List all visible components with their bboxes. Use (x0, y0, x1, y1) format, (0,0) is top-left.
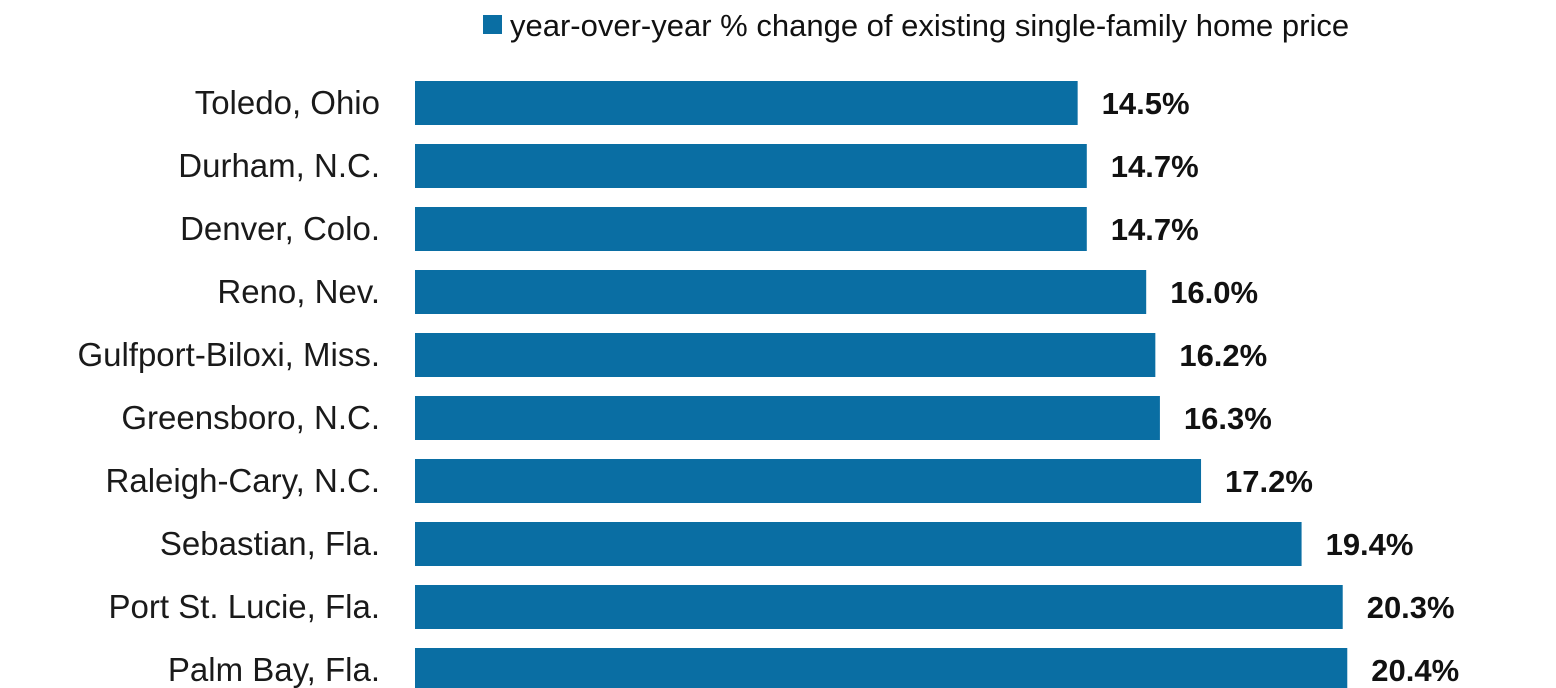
value-labels: 14.5% 14.7% 14.7% 16.0% 16.2% 16.3% 17.2% 19.4%… (1102, 86, 1460, 688)
value-label: 14.7% (1111, 149, 1199, 184)
chart-legend: year-over-year % change of existing sing… (483, 8, 1349, 43)
category-label: Gulfport-Biloxi, Miss. (77, 336, 380, 373)
category-label: Greensboro, N.C. (121, 399, 380, 436)
bar (415, 459, 1202, 503)
category-label: Reno, Nev. (217, 273, 380, 310)
value-label: 20.3% (1367, 590, 1455, 625)
value-label: 16.3% (1184, 401, 1272, 436)
value-label: 16.0% (1170, 275, 1258, 310)
value-label: 19.4% (1326, 527, 1414, 562)
bar (415, 333, 1156, 377)
bar (415, 144, 1087, 188)
bar (415, 270, 1147, 314)
value-label: 20.4% (1371, 653, 1459, 688)
legend-label: year-over-year % change of existing sing… (510, 8, 1349, 43)
category-label: Raleigh-Cary, N.C. (106, 462, 380, 499)
category-label: Toledo, Ohio (195, 84, 380, 121)
bar (415, 396, 1160, 440)
value-label: 16.2% (1179, 338, 1267, 373)
category-label: Sebastian, Fla. (160, 525, 380, 562)
value-label: 14.5% (1102, 86, 1190, 121)
bar (415, 207, 1087, 251)
value-label: 17.2% (1225, 464, 1313, 499)
category-label: Palm Bay, Fla. (168, 651, 380, 688)
value-label: 14.7% (1111, 212, 1199, 247)
category-label: Port St. Lucie, Fla. (109, 588, 380, 625)
bar-group (415, 81, 1348, 688)
category-label: Denver, Colo. (180, 210, 380, 247)
category-labels: Toledo, Ohio Durham, N.C. Denver, Colo. Ren… (77, 84, 380, 688)
legend-swatch (483, 15, 502, 34)
bar (415, 585, 1343, 629)
category-label: Durham, N.C. (178, 147, 380, 184)
bar (415, 648, 1348, 688)
bar (415, 81, 1078, 125)
bar (415, 522, 1302, 566)
